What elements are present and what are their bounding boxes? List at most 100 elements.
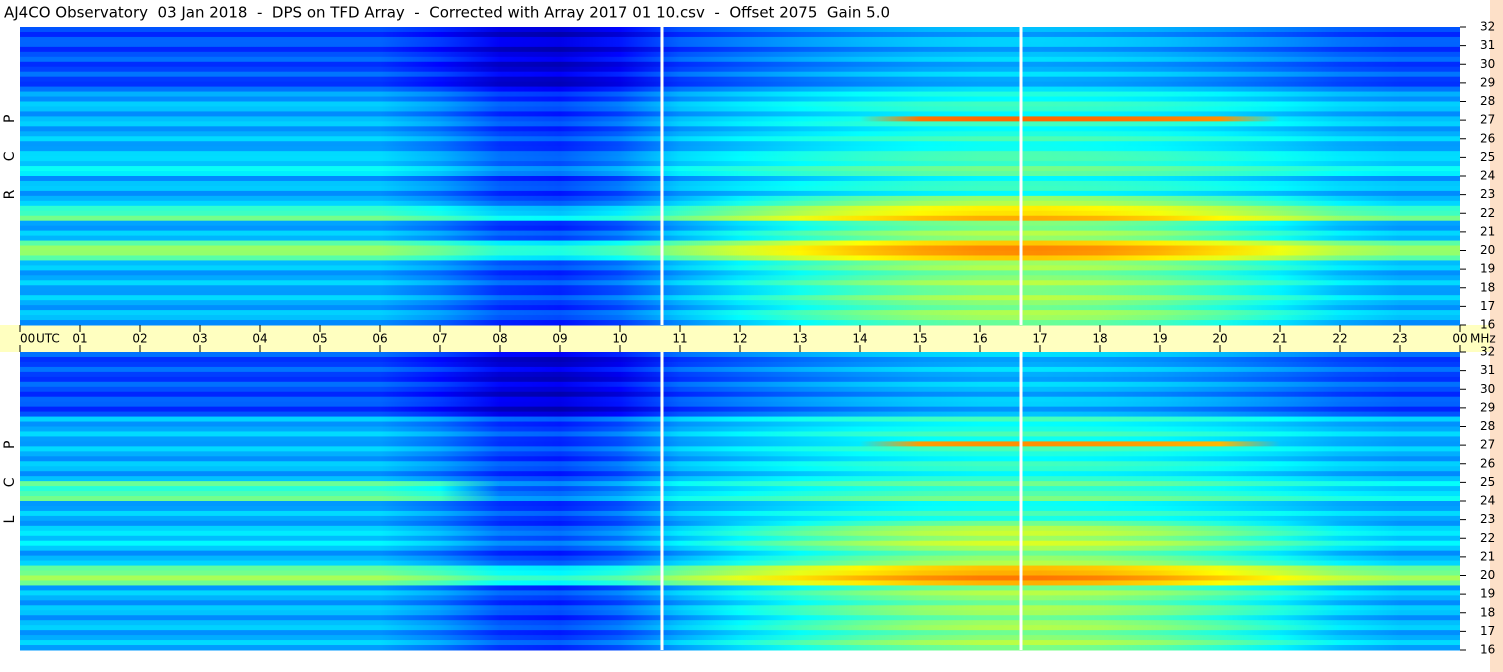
- spectrogram-band: [20, 205, 1460, 212]
- x-tick-label: 16: [972, 332, 987, 346]
- spectrogram-band: [20, 116, 1460, 122]
- axes: 16 17 18 19 20 21 22 23 24 25 26 27 28 29 30 31 32 16 17 18…: [19, 20, 1496, 657]
- spectrogram-band: [20, 106, 1460, 112]
- spectrogram-band: [20, 535, 1460, 542]
- spectrogram-band: [20, 600, 1460, 606]
- y-tick-label: 23: [1480, 187, 1495, 201]
- spectrogram-band: [20, 401, 1460, 408]
- y-tick-label: 26: [1480, 456, 1495, 470]
- spectrogram-band: [20, 486, 1460, 492]
- spectrogram-band: [20, 190, 1460, 197]
- spectrogram-band: [20, 426, 1460, 432]
- spectrogram-band: [20, 431, 1460, 437]
- spectrogram-band: [20, 121, 1460, 127]
- y-tick-label: 18: [1480, 280, 1495, 294]
- x-tick-label: 06: [372, 332, 387, 346]
- spectrogram-band: [20, 575, 1460, 581]
- y-tick-label: 23: [1480, 512, 1495, 526]
- spectrogram-band: [20, 565, 1460, 572]
- panels: R C P L C P: [2, 27, 1460, 651]
- x-tick-label: 05: [312, 332, 327, 346]
- y-tick-label: 28: [1480, 419, 1495, 433]
- spectrogram-band: [20, 240, 1460, 247]
- y-tick-label: 24: [1480, 494, 1495, 508]
- spectrogram-band: [20, 290, 1460, 296]
- time-marker: [1019, 352, 1023, 650]
- x-tick-label: 20: [1212, 332, 1227, 346]
- y-tick-label: 27: [1480, 113, 1495, 127]
- x-tick-label: 01: [72, 332, 87, 346]
- chart-title: AJ4CO Observatory 03 Jan 2018 - DPS on T…: [4, 4, 890, 22]
- spectrogram-band: [20, 215, 1460, 222]
- spectrogram-band: [20, 27, 1460, 33]
- x-tick-label: 17: [1032, 332, 1047, 346]
- y-tick-label: 16: [1480, 643, 1495, 657]
- y-tick-label: 21: [1480, 224, 1495, 238]
- x-tick-label: 02: [132, 332, 147, 346]
- spectrogram-band: [20, 131, 1460, 137]
- spectrogram-band: [20, 161, 1460, 167]
- y-tick-label: 17: [1480, 299, 1495, 313]
- spectrogram-band: [20, 76, 1460, 83]
- y-tick-label: 19: [1480, 587, 1495, 601]
- spectrogram-band: [20, 151, 1460, 157]
- y-tick-label: 19: [1480, 262, 1495, 276]
- y-tick-label: 32: [1480, 20, 1495, 34]
- spectrogram-band: [20, 585, 1460, 591]
- spectrogram-band: [20, 310, 1460, 316]
- spectrogram-band: [20, 560, 1460, 567]
- spectrogram-band: [20, 580, 1460, 586]
- x-tick-label: 07: [432, 332, 447, 346]
- spectrogram-band: [20, 146, 1460, 152]
- y-tick-label: 25: [1480, 150, 1495, 164]
- spectrogram-band: [20, 56, 1460, 63]
- x-tick-label: 00: [20, 332, 35, 346]
- spectrogram-band: [20, 180, 1460, 187]
- spectrogram-band: [20, 436, 1460, 442]
- spectrogram-band: [20, 615, 1460, 621]
- spectrogram-band: [20, 220, 1460, 227]
- spectrogram-band: [20, 111, 1460, 117]
- spectrogram-band: [20, 126, 1460, 132]
- spectrogram-band: [20, 361, 1460, 368]
- x-tick-label: 19: [1152, 332, 1167, 346]
- spectrogram-band: [20, 275, 1460, 281]
- x-tick-label: 08: [492, 332, 507, 346]
- spectrogram-band: [20, 305, 1460, 311]
- x-tick-label: 13: [792, 332, 807, 346]
- time-marker: [660, 352, 664, 650]
- y-tick-label: 17: [1480, 624, 1495, 638]
- spectrogram-band: [20, 635, 1460, 641]
- spectrogram-band: [20, 590, 1460, 596]
- spectrogram-band: [20, 630, 1460, 636]
- y-tick-label: 20: [1480, 568, 1495, 582]
- spectrogram-band: [20, 471, 1460, 477]
- x-tick-label: 03: [192, 332, 207, 346]
- spectrogram-band: [20, 141, 1460, 147]
- spectrogram-band: [20, 156, 1460, 162]
- x-axis-label: UTC: [36, 332, 60, 346]
- spectrogram-band: [20, 366, 1460, 373]
- spectrogram-band: [20, 195, 1460, 202]
- spectrogram-band: [20, 461, 1460, 467]
- y-tick-label: 31: [1480, 363, 1495, 377]
- spectrogram-band: [20, 356, 1460, 363]
- spectrogram-band: [20, 421, 1460, 427]
- x-tick-label: 22: [1332, 332, 1347, 346]
- spectrogram-band: [20, 416, 1460, 423]
- spectrogram-band: [20, 520, 1460, 527]
- spectrogram-band: [20, 136, 1460, 142]
- spectrogram-band: [20, 225, 1460, 232]
- x-tick-label: 14: [852, 332, 867, 346]
- y-tick-label: 32: [1480, 345, 1495, 359]
- spectrogram-band: [20, 101, 1460, 107]
- time-marker: [1019, 27, 1023, 325]
- spectrogram-band: [20, 230, 1460, 237]
- y-tick-label: 31: [1480, 38, 1495, 52]
- spectrogram-band: [20, 386, 1460, 393]
- spectrogram-band: [20, 300, 1460, 306]
- y-tick-label: 28: [1480, 94, 1495, 108]
- y-tick-label: 25: [1480, 475, 1495, 489]
- spectrogram-band: [20, 595, 1460, 601]
